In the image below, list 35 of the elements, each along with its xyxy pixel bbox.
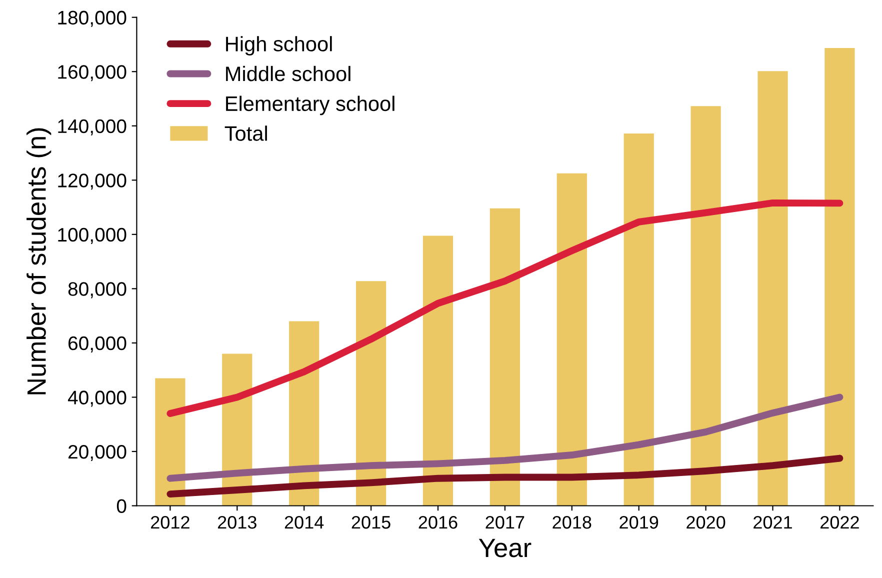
x-tick-label: 2012	[151, 516, 190, 529]
x-tick-label: 2018	[552, 516, 592, 529]
y-tick-label: 140,000	[58, 119, 126, 136]
legend-label: Middle school	[226, 66, 350, 82]
x-tick-label: 2022	[820, 516, 859, 529]
bar	[758, 71, 788, 506]
bar	[556, 173, 587, 506]
x-tick-label: 2016	[418, 516, 458, 529]
y-tick-label: 180,000	[58, 10, 126, 27]
bar	[155, 378, 186, 506]
x-tick-label: 2015	[352, 516, 390, 529]
bar	[690, 106, 721, 506]
bar	[624, 133, 654, 506]
y-tick-label: 80,000	[68, 282, 126, 298]
y-tick-label: 100,000	[58, 228, 126, 244]
x-tick-label: 2014	[284, 516, 324, 529]
legend-label: High school	[226, 36, 332, 56]
y-tick-label: 0	[116, 499, 126, 513]
y-tick-label: 20,000	[68, 444, 126, 462]
bar	[422, 236, 454, 506]
bar	[490, 208, 520, 506]
y-tick-label: 60,000	[68, 336, 126, 352]
x-tick-label: 2019	[620, 516, 658, 529]
y-tick-label: 160,000	[58, 65, 126, 82]
y-tick-label: 40,000	[68, 390, 126, 407]
x-tick-label: 2021	[754, 516, 792, 529]
x-axis-title: Year	[478, 538, 532, 558]
y-axis-title: Number of students (n)	[26, 128, 52, 394]
x-tick-label: 2017	[486, 516, 524, 529]
x-tick-label: 2013	[218, 516, 256, 529]
x-tick-label: 2020	[686, 516, 726, 529]
bar	[824, 48, 855, 506]
y-tick-label: 120,000	[58, 174, 126, 190]
legend-label: Elementary school	[226, 96, 394, 116]
legend-label: Total	[224, 126, 267, 141]
